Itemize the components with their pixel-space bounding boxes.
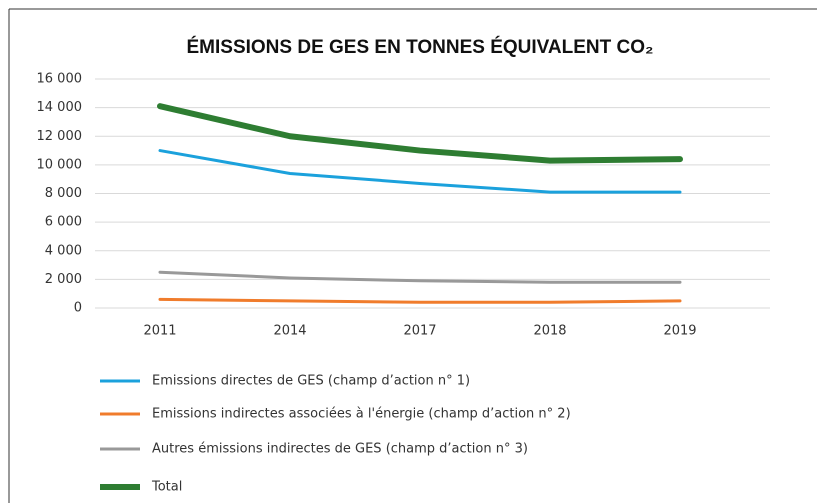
y-tick-label: 8 000 [45,186,82,201]
chart-title: ÉMISSIONS DE GES EN TONNES ÉQUIVALENT CO… [187,36,654,58]
legend-label: Emissions indirectes associées à l'énerg… [152,407,571,422]
series-line [157,103,683,164]
legend-label: Emissions directes de GES (champ d’actio… [152,374,470,389]
x-tick-label: 2014 [273,324,306,339]
y-tick-label: 4 000 [45,243,82,258]
y-tick-label: 14 000 [37,100,83,115]
x-tick-label: 2018 [533,324,566,339]
y-tick-label: 16 000 [37,72,83,87]
series-line [158,149,682,194]
legend-label: Total [151,480,182,495]
series-line [158,270,682,284]
legend-label: Autres émissions indirectes de GES (cham… [152,442,528,457]
x-tick-label: 2017 [403,324,436,339]
series-line [158,297,682,304]
y-tick-label: 2 000 [45,272,82,287]
y-tick-label: 6 000 [45,215,82,230]
x-tick-label: 2019 [663,324,696,339]
y-tick-label: 0 [74,301,82,316]
x-tick-label: 2011 [143,324,176,339]
y-tick-label: 10 000 [37,157,83,172]
y-tick-label: 12 000 [37,129,83,144]
